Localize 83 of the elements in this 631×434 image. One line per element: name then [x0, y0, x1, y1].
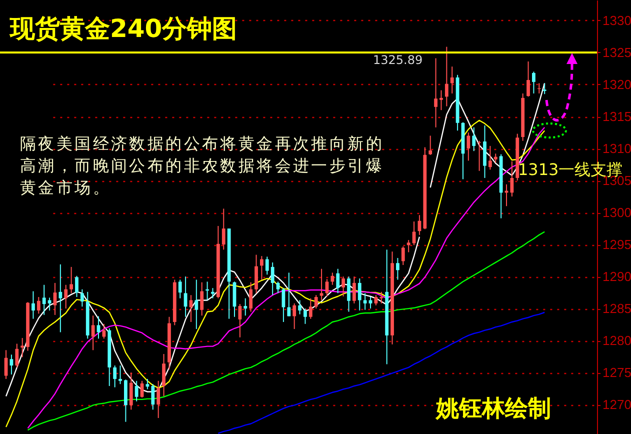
candlestick — [434, 58, 438, 128]
y-tick-label: 1315 — [602, 109, 631, 124]
candlestick — [276, 281, 280, 294]
candlestick — [304, 308, 307, 324]
candlestick — [368, 296, 372, 310]
y-tick-label: 1330 — [602, 12, 631, 28]
candlestick — [32, 290, 35, 320]
candlestick — [406, 240, 410, 253]
candlestick — [265, 256, 269, 276]
candlestick — [352, 276, 356, 304]
candlestick — [200, 282, 204, 316]
candlestick — [249, 282, 253, 312]
candlestick — [298, 300, 302, 315]
y-tick-label: 1310 — [602, 141, 631, 156]
candlestick — [222, 208, 226, 250]
candlestick — [53, 282, 57, 316]
y-tick-label: 1270 — [602, 397, 631, 412]
candlestick — [211, 288, 214, 299]
candlestick — [64, 284, 68, 310]
candlestick — [440, 90, 443, 111]
y-tick-label: 1320 — [602, 76, 631, 92]
candlestick — [472, 126, 476, 152]
candlestick — [36, 296, 40, 314]
candlestick — [91, 315, 95, 351]
candlestick — [156, 380, 160, 418]
candlestick — [428, 135, 432, 156]
candlestick — [450, 66, 454, 94]
candlestick — [396, 257, 400, 280]
candlestick — [401, 246, 405, 266]
candlestick — [380, 291, 384, 304]
candlestick — [189, 294, 193, 322]
candlestick — [134, 380, 138, 402]
y-tick-label: 1300 — [602, 205, 631, 220]
y-tick-label: 1275 — [602, 365, 631, 380]
candlestick — [314, 294, 318, 310]
candlestick — [287, 272, 291, 317]
annotation: 隔夜美国经济数据的公布将黄金再次推向新的高潮，而晚间公布的非农数据将会进一步引爆黄金市场。 — [20, 133, 385, 199]
candlestick — [15, 343, 19, 368]
y-tick-label: 1285 — [602, 301, 631, 316]
candlestick — [58, 264, 62, 333]
candlestick — [151, 384, 155, 410]
annotation: 姚钰林绘制 — [436, 395, 551, 424]
candlestick — [363, 292, 367, 310]
candlestick — [336, 268, 340, 294]
candlestick — [330, 272, 334, 286]
candlestick — [238, 304, 242, 338]
candlestick — [444, 46, 448, 107]
y-tick-label: 1290 — [602, 269, 631, 284]
annotation: 1325.89 — [373, 53, 423, 67]
candlestick — [20, 337, 24, 358]
candlestick — [42, 284, 46, 316]
candlestick — [113, 365, 117, 388]
candlestick — [70, 266, 73, 294]
candlestick — [118, 365, 122, 385]
candlestick — [532, 71, 536, 94]
candlestick — [466, 132, 470, 162]
candlestick — [260, 256, 264, 280]
candlestick — [102, 323, 106, 340]
candlestick — [342, 276, 345, 297]
text: 现货黄金240分钟图 — [10, 13, 238, 45]
y-tick-label: 1325 — [602, 44, 631, 60]
candlestick — [162, 353, 166, 397]
candlestick — [75, 275, 78, 298]
candlestick — [129, 372, 133, 410]
candlestick — [254, 254, 258, 294]
candlestick — [308, 298, 312, 320]
candlestick — [178, 279, 182, 299]
candlestick — [194, 279, 198, 330]
candlestick — [347, 276, 350, 312]
candlestick — [542, 82, 546, 95]
candlestick — [270, 262, 274, 296]
candlestick — [48, 297, 52, 311]
candlestick — [358, 278, 362, 311]
candlestick — [488, 145, 492, 170]
candlestick — [244, 298, 248, 316]
candlestick — [510, 160, 514, 198]
candlestick — [526, 60, 530, 98]
candlestick — [10, 354, 14, 375]
candlestick — [374, 294, 378, 306]
candlestick — [80, 288, 84, 308]
y-tick-label: 1280 — [602, 333, 631, 348]
candlestick — [292, 302, 296, 330]
y-tick-label: 1295 — [602, 237, 631, 252]
